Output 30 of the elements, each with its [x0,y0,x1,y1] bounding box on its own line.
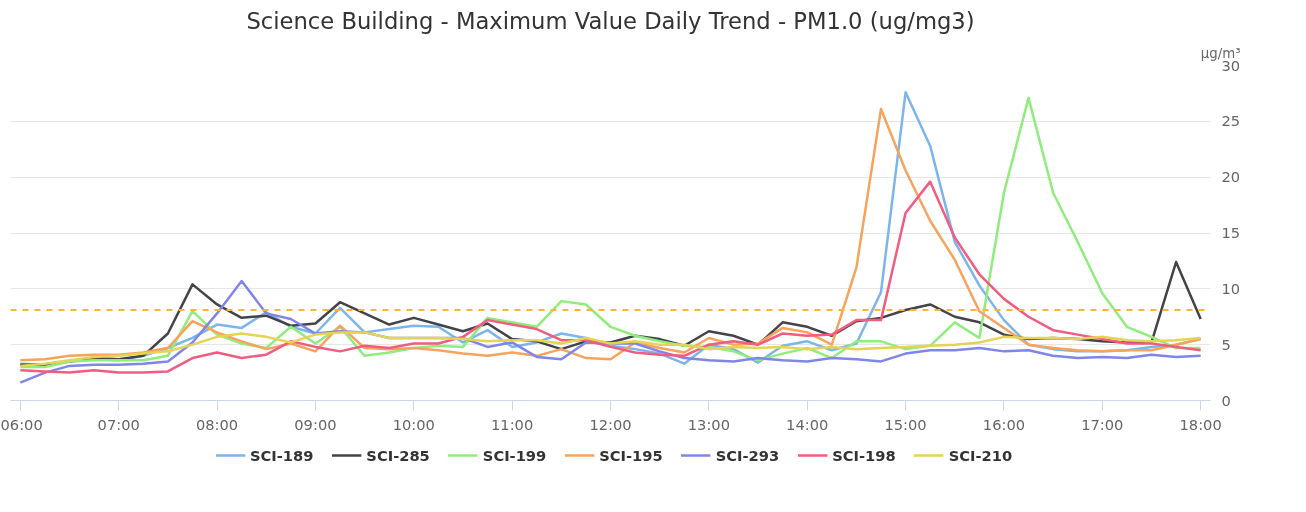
legend-label: SCI-210 [948,446,1013,464]
x-tick-label: 06:00 [0,415,43,433]
y-tick-label: 10 [1221,279,1241,297]
y-tick-label: 5 [1221,335,1231,353]
y-tick-label: 20 [1221,168,1241,186]
x-tick-label: 13:00 [687,415,730,433]
legend-label: SCI-285 [366,446,430,464]
y-axis-title: µg/m³ [1200,45,1241,61]
x-tick-label: 15:00 [884,415,927,433]
x-tick-label: 10:00 [392,415,435,433]
x-tick-label: 17:00 [1081,415,1124,433]
x-tick-label: 12:00 [589,415,632,433]
y-tick-label: 25 [1221,112,1241,130]
line-series [19,331,1202,368]
legend-label: SCI-293 [715,446,780,464]
legend-label: SCI-189 [249,446,314,464]
x-tick-label: 07:00 [97,415,140,433]
legend-label: SCI-199 [482,446,547,464]
y-tick-label: 15 [1221,224,1241,241]
legend-label: SCI-198 [832,446,896,464]
x-tick-label: 16:00 [982,415,1026,433]
chart-title: Science Building - Maximum Value Daily Trend - PM1.0 (ug/mg3) [246,7,975,34]
line-series [19,180,1202,374]
legend-label: SCI-195 [599,446,663,464]
x-tick-label: 11:00 [491,415,534,433]
x-tick-label: 08:00 [195,415,239,433]
x-tick-label: 09:00 [294,415,337,433]
y-tick-label: 0 [1221,391,1231,409]
x-tick-label: 18:00 [1179,415,1222,433]
x-tick-label: 14:00 [786,415,829,433]
